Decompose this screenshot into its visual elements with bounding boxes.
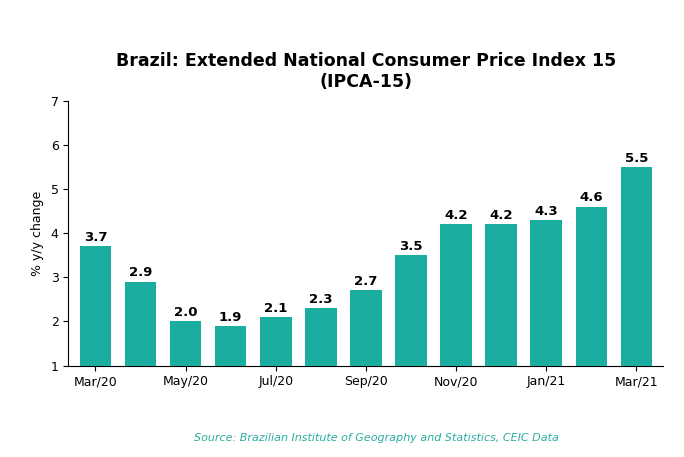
Bar <box>215 326 246 366</box>
Bar <box>260 317 291 366</box>
Text: 5.5: 5.5 <box>624 152 648 165</box>
Text: 4.2: 4.2 <box>490 209 513 222</box>
Bar <box>395 255 427 366</box>
Text: 1.9: 1.9 <box>219 311 242 324</box>
Bar <box>305 308 337 366</box>
Bar <box>350 291 382 366</box>
Text: 2.1: 2.1 <box>264 302 287 315</box>
Bar <box>170 321 201 366</box>
Bar <box>440 224 472 366</box>
Text: 4.3: 4.3 <box>534 205 558 218</box>
Text: 2.9: 2.9 <box>129 266 153 280</box>
Bar <box>124 282 157 366</box>
Bar <box>486 224 517 366</box>
Text: 4.6: 4.6 <box>579 191 603 204</box>
Bar <box>575 207 607 366</box>
Bar <box>79 246 111 366</box>
Text: 2.7: 2.7 <box>354 275 378 288</box>
Text: Source: Brazilian Institute of Geography and Statistics, CEIC Data: Source: Brazilian Institute of Geography… <box>194 433 559 443</box>
Y-axis label: % y/y change: % y/y change <box>31 191 44 276</box>
Bar <box>531 220 562 366</box>
Text: 3.7: 3.7 <box>83 231 107 244</box>
Text: 2.0: 2.0 <box>174 306 198 319</box>
Text: 4.2: 4.2 <box>445 209 468 222</box>
Text: 2.3: 2.3 <box>309 293 332 306</box>
Title: Brazil: Extended National Consumer Price Index 15
(IPCA-15): Brazil: Extended National Consumer Price… <box>116 52 616 90</box>
Bar <box>620 167 653 366</box>
Text: 3.5: 3.5 <box>399 240 423 253</box>
